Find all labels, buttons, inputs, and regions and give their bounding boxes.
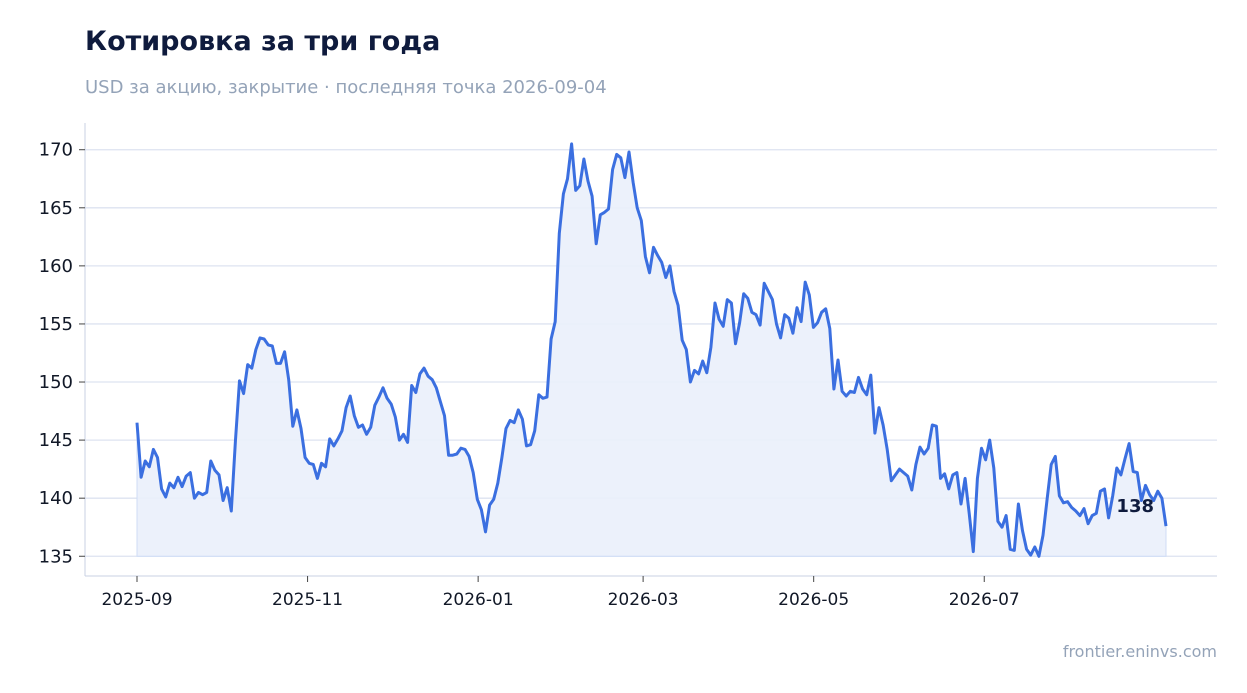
x-tick-label: 2026-05 [778, 590, 849, 610]
chart-title: Котировка за три года [85, 26, 441, 57]
y-tick-label: 150 [39, 372, 73, 393]
x-tick-label: 2025-11 [272, 590, 343, 610]
area-fill [136, 143, 1167, 558]
source-credit: frontier.eninvs.com [1062, 642, 1217, 661]
y-tick-label: 170 [39, 140, 73, 161]
series-line [135, 142, 1168, 558]
x-tick-label: 2025-09 [101, 590, 172, 610]
y-tick-label: 140 [39, 488, 73, 509]
chart-subtitle: USD за акцию, закрытие · последняя точка… [85, 77, 607, 98]
y-tick-label: 155 [39, 314, 73, 335]
x-ticks: 2025-09 2025-11 2026-01 2026-03 2026-05 2026-… [101, 576, 1020, 610]
last-value-label: 138 [1116, 496, 1154, 517]
y-tick-label: 165 [39, 198, 73, 219]
x-tick-label: 2026-03 [608, 590, 679, 610]
y-tick-label: 145 [39, 430, 73, 451]
x-tick-label: 2026-07 [949, 590, 1020, 610]
y-tick-label: 160 [39, 256, 73, 277]
x-tick-label: 2026-01 [443, 590, 514, 610]
y-ticks: 135 140 145 150 155 160 165 170 [39, 140, 85, 567]
axes [84, 123, 1217, 577]
y-tick-label: 135 [39, 546, 73, 567]
